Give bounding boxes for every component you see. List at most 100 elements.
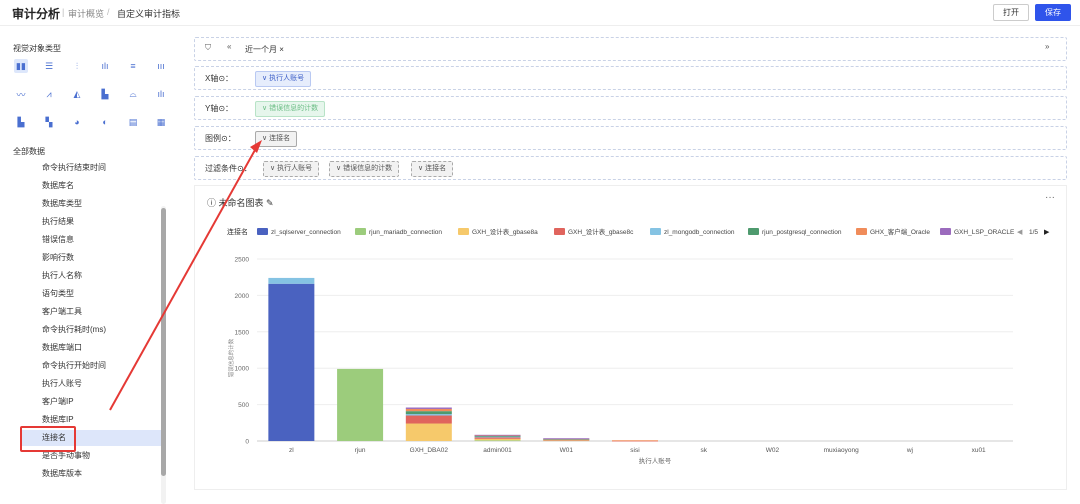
legend-next-icon: ▶ bbox=[1044, 229, 1050, 236]
y-tick-label: 2000 bbox=[235, 293, 250, 300]
y-axis-field-chip[interactable]: ∨ 错误信息的计数 bbox=[255, 101, 326, 117]
field-item[interactable]: 数据库名 bbox=[42, 181, 74, 190]
field-item[interactable]: 执行人账号 bbox=[42, 379, 82, 388]
breadcrumb-item-current: 自定义审计指标 bbox=[117, 9, 181, 19]
breadcrumb-separator: | bbox=[62, 7, 65, 17]
field-item[interactable]: 是否手动事物 bbox=[42, 451, 90, 460]
bar-segment bbox=[474, 436, 521, 438]
stacked-bar-icon[interactable]: ⫶ bbox=[75, 60, 79, 71]
legend-swatch bbox=[650, 228, 661, 235]
expand-right-icon[interactable]: » bbox=[1045, 42, 1050, 51]
bar-segment bbox=[337, 368, 384, 441]
field-item[interactable]: 错误信息 bbox=[42, 235, 74, 244]
funnel-icon[interactable]: ▚ bbox=[45, 116, 53, 127]
area-chart-icon[interactable]: ⩘ bbox=[46, 88, 52, 99]
field-item[interactable]: 连接名 bbox=[20, 430, 162, 446]
legend-entry: GXH_设计表_gbase8c bbox=[568, 227, 634, 236]
y-tick-label: 1000 bbox=[235, 366, 250, 373]
combo-chart-icon[interactable]: ▙ bbox=[101, 88, 109, 99]
legend-label: 图例⊙： bbox=[205, 134, 236, 143]
filter-chip-error-count[interactable]: ∨ 错误信息的计数 bbox=[329, 161, 400, 177]
x-tick-label: W01 bbox=[560, 447, 574, 454]
matrix-icon[interactable]: ▦ bbox=[156, 116, 166, 127]
x-tick-label: admin001 bbox=[483, 447, 512, 454]
scrollbar-thumb[interactable] bbox=[161, 208, 166, 476]
y-tick-label: 2500 bbox=[235, 257, 250, 264]
table-icon[interactable]: ▤ bbox=[128, 116, 138, 127]
chart-panel: ⓘ 未命名图表 ✎ ··· 连接名 zl_sqlserver_connection… bbox=[194, 185, 1067, 490]
field-item[interactable]: 执行人名称 bbox=[42, 271, 82, 280]
field-item[interactable]: 客户端工具 bbox=[42, 307, 82, 316]
x-axis-field-chip[interactable]: ∨ 执行人账号 bbox=[255, 71, 312, 87]
top-bar: 审计分析 | 审计概览 / 自定义审计指标 打开 保存 bbox=[0, 0, 1080, 26]
waterfall-icon[interactable]: ılı bbox=[157, 89, 165, 99]
highlight-box bbox=[20, 426, 76, 452]
field-item[interactable]: 数据库类型 bbox=[42, 199, 82, 208]
x-tick-label: sk bbox=[700, 447, 707, 454]
more-options-icon[interactable]: ··· bbox=[1045, 192, 1055, 203]
filter-chip-account[interactable]: ∨ 执行人账号 bbox=[263, 161, 320, 177]
app-title: 审计分析 bbox=[12, 7, 61, 21]
bar-segment bbox=[405, 411, 452, 415]
field-item[interactable]: 执行结果 bbox=[42, 217, 74, 226]
bar-segment bbox=[474, 438, 521, 441]
field-item[interactable]: 客户端IP bbox=[42, 397, 74, 406]
x-tick-label: xu01 bbox=[972, 447, 986, 454]
y-tick-label: 0 bbox=[245, 439, 249, 446]
legend-row: 图例⊙： ∨ 连接名 bbox=[194, 126, 1067, 150]
clustered-bar-icon[interactable]: ☰ bbox=[44, 60, 54, 71]
legend-swatch bbox=[856, 228, 867, 235]
field-item[interactable]: 数据库IP bbox=[42, 415, 74, 424]
field-item[interactable]: 语句类型 bbox=[42, 289, 74, 298]
y-tick-label: 1500 bbox=[235, 329, 250, 336]
collapse-left-icon[interactable]: « bbox=[227, 42, 232, 51]
percent-column-icon[interactable]: ııı bbox=[157, 61, 165, 71]
filter-bar: ⛉ « 近一个月 × » bbox=[194, 37, 1067, 61]
field-item[interactable]: 数据库端口 bbox=[42, 343, 82, 352]
y-axis-title: 错误信息的计数 bbox=[227, 338, 235, 377]
filter-chip-connection[interactable]: ∨ 连接名 bbox=[411, 161, 454, 177]
open-button[interactable]: 打开 bbox=[993, 4, 1029, 21]
save-button[interactable]: 保存 bbox=[1035, 4, 1071, 21]
y-tick-label: 500 bbox=[238, 402, 249, 409]
x-tick-label: W02 bbox=[766, 447, 780, 454]
x-axis-label: X轴⊙： bbox=[205, 74, 234, 83]
breadcrumb-item-overview[interactable]: 审计概览 bbox=[68, 9, 105, 19]
legend-entry: GXH_设计表_gbase8a bbox=[472, 227, 538, 236]
sidebar: 视觉对象类型 ▮▮ ☰ ⫶ ılı ≡ ııı 〰 ⩘ ◭ ▙ ⌓ ılı ▙ … bbox=[0, 26, 172, 504]
legend-page: 1/5 bbox=[1029, 229, 1038, 236]
field-item[interactable]: 数据库版本 bbox=[42, 469, 82, 478]
legend-swatch bbox=[940, 228, 951, 235]
bar-segment bbox=[543, 440, 590, 442]
ribbon-chart-icon[interactable]: ▙ bbox=[17, 116, 25, 127]
filter-funnel-icon[interactable]: ⛉ bbox=[205, 43, 211, 52]
legend-entry: zl_mongodb_connection bbox=[664, 229, 735, 236]
x-tick-label: rjun bbox=[355, 447, 366, 454]
pie-chart-icon[interactable]: ◕ bbox=[74, 117, 80, 127]
legend-entry: GHX_客户端_Oracle bbox=[870, 227, 930, 236]
field-item[interactable]: 命令执行耗时(ms) bbox=[42, 325, 106, 334]
field-item[interactable]: 命令执行开始时间 bbox=[42, 361, 106, 370]
clustered-column-icon[interactable]: ▮▮ bbox=[14, 59, 28, 73]
x-tick-label: GXH_DBA02 bbox=[410, 447, 449, 454]
time-range-chip[interactable]: 近一个月 × bbox=[245, 45, 284, 54]
legend-prev-icon: ◀ bbox=[1017, 229, 1023, 236]
line-column-icon[interactable]: ⌓ bbox=[129, 88, 137, 99]
column-chart-icon[interactable]: ılı bbox=[101, 61, 109, 71]
line-chart-icon[interactable]: 〰 bbox=[16, 89, 26, 100]
x-tick-label: sisi bbox=[630, 447, 639, 454]
bar-segment bbox=[405, 407, 452, 409]
x-tick-label: zl bbox=[289, 447, 294, 454]
filter-condition-row: 过滤条件⊙： ∨ 执行人账号 ∨ 错误信息的计数 ∨ 连接名 bbox=[194, 156, 1067, 180]
bar-segment bbox=[268, 277, 315, 284]
bar-chart-icon[interactable]: ≡ bbox=[130, 61, 136, 71]
legend-field-chip[interactable]: ∨ 连接名 bbox=[255, 131, 298, 147]
field-item[interactable]: 命令执行结束时间 bbox=[42, 163, 106, 172]
bar-segment bbox=[405, 423, 452, 441]
field-item[interactable]: 影响行数 bbox=[42, 253, 74, 262]
legend-swatch bbox=[748, 228, 759, 235]
donut-chart-icon[interactable]: ◐ bbox=[102, 117, 108, 127]
bar-segment bbox=[474, 434, 521, 436]
stacked-area-icon[interactable]: ◭ bbox=[73, 88, 81, 99]
x-axis-title: 执行人账号 bbox=[639, 456, 672, 465]
